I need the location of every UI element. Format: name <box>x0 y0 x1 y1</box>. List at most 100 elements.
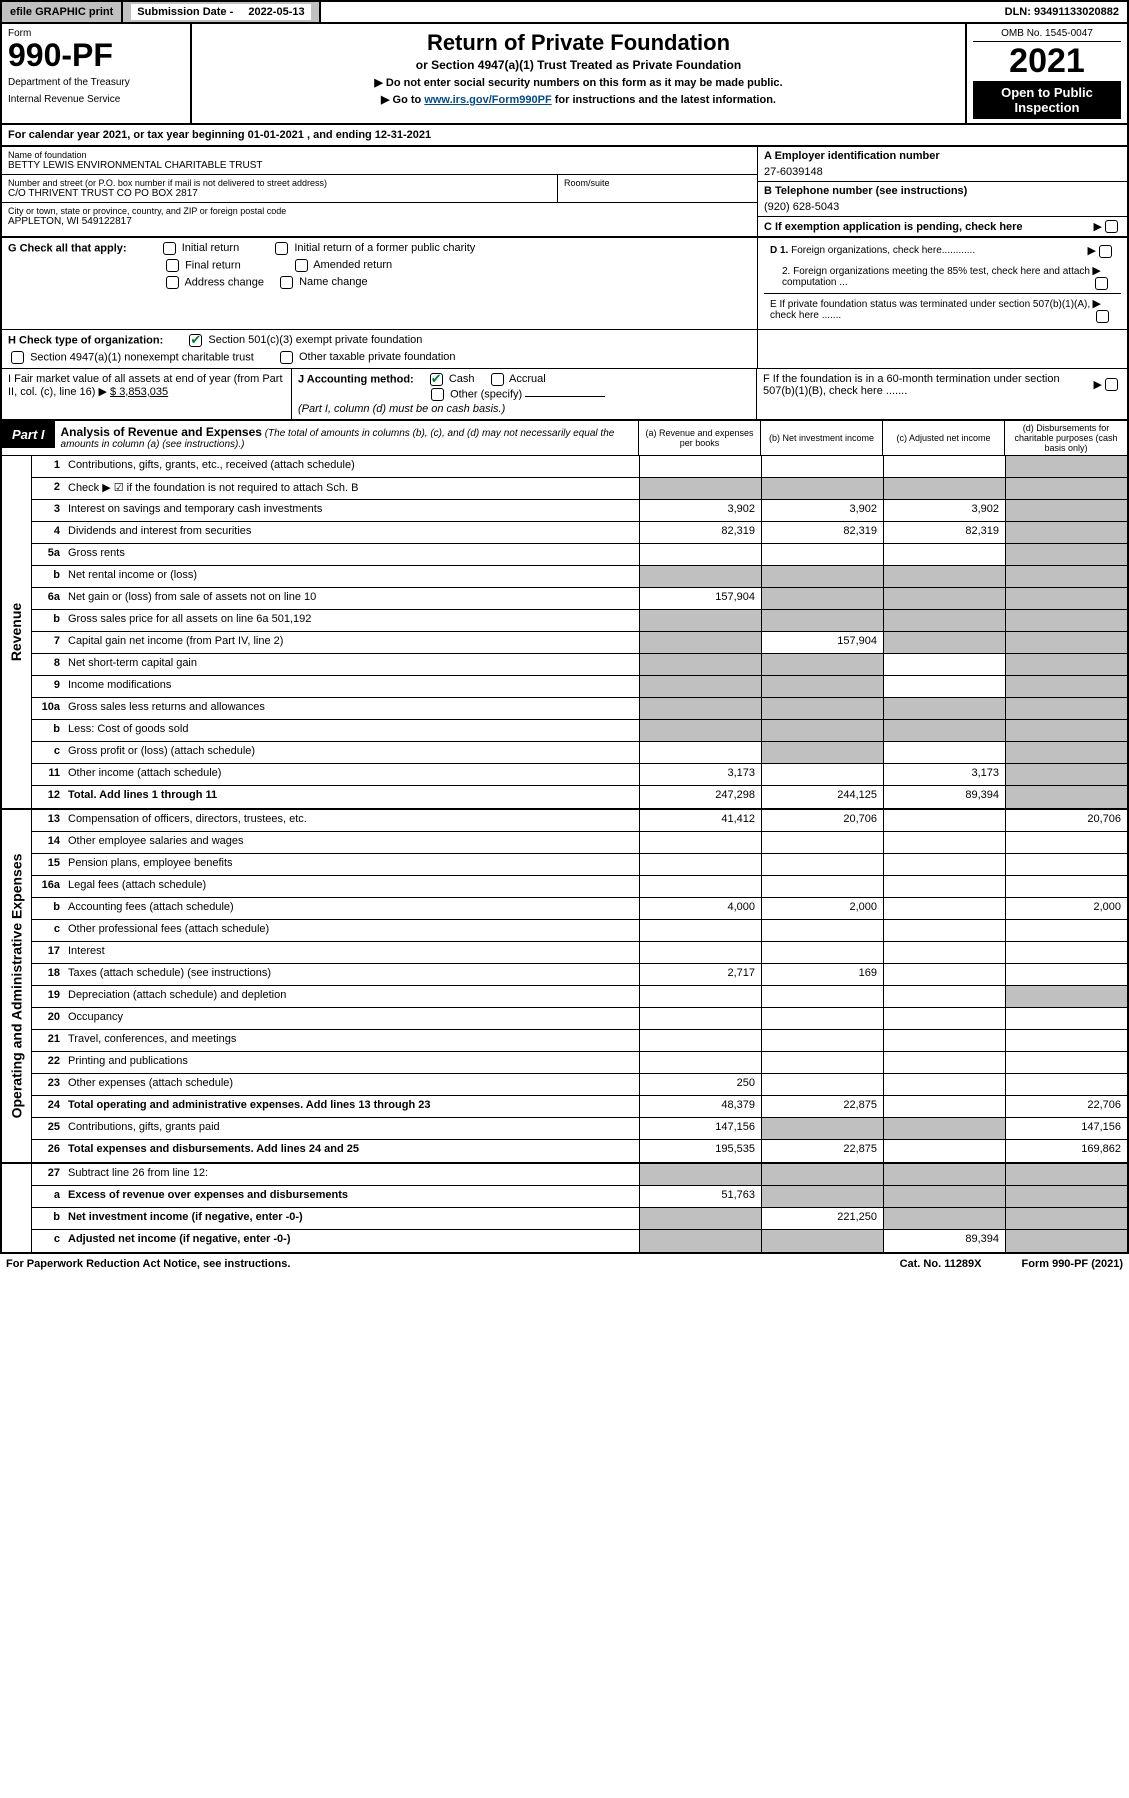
cell-b <box>761 742 883 763</box>
row-num: 6a <box>32 588 64 609</box>
g-block: G Check all that apply: Initial return I… <box>0 238 1129 330</box>
cell-a <box>639 632 761 653</box>
row-num: 10a <box>32 698 64 719</box>
row-num: 13 <box>32 810 64 831</box>
d2-label: 2. Foreign organizations meeting the 85%… <box>770 266 1092 288</box>
cell-a <box>639 920 761 941</box>
cell-b: 3,902 <box>761 500 883 521</box>
address-cell: Number and street (or P.O. box number if… <box>2 175 757 203</box>
h-block: H Check type of organization: Section 50… <box>0 330 1129 369</box>
cell-d <box>1005 942 1127 963</box>
cell-d <box>1005 544 1127 565</box>
cell-d <box>1005 1052 1127 1073</box>
cell-c <box>883 742 1005 763</box>
cell-c <box>883 920 1005 941</box>
row-num: 5a <box>32 544 64 565</box>
cell-a <box>639 854 761 875</box>
j-other-checkbox[interactable] <box>431 388 444 401</box>
row-desc: Accounting fees (attach schedule) <box>64 898 639 919</box>
cell-d <box>1005 610 1127 631</box>
cell-b: 157,904 <box>761 632 883 653</box>
cell-d <box>1005 654 1127 675</box>
f-checkbox[interactable] <box>1105 378 1118 391</box>
g-name-checkbox[interactable] <box>280 276 293 289</box>
cell-d <box>1005 588 1127 609</box>
table-row: b Net rental income or (loss) <box>32 566 1127 588</box>
efile-label[interactable]: efile GRAPHIC print <box>2 2 123 22</box>
open-to-public: Open to Public Inspection <box>973 81 1121 119</box>
row-num: 25 <box>32 1118 64 1139</box>
phone-label: B Telephone number (see instructions) <box>764 185 1121 197</box>
col-c-header: (c) Adjusted net income <box>883 421 1005 455</box>
d1-checkbox[interactable] <box>1099 245 1112 258</box>
arrow-icon: ▶ <box>1093 298 1101 310</box>
cell-d <box>1005 698 1127 719</box>
h-501c3-checkbox[interactable] <box>189 334 202 347</box>
row-desc: Occupancy <box>64 1008 639 1029</box>
i-section: I Fair market value of all assets at end… <box>2 369 292 419</box>
dept-irs: Internal Revenue Service <box>8 94 184 105</box>
cell-a: 48,379 <box>639 1096 761 1117</box>
irs-link[interactable]: www.irs.gov/Form990PF <box>424 94 551 106</box>
g-initial-checkbox[interactable] <box>163 242 176 255</box>
row-num: b <box>32 1208 64 1229</box>
cell-d <box>1005 920 1127 941</box>
e-checkbox[interactable] <box>1096 310 1109 323</box>
cell-b: 22,875 <box>761 1096 883 1117</box>
row-desc: Subtract line 26 from line 12: <box>64 1164 639 1185</box>
cell-d <box>1005 1008 1127 1029</box>
row-desc: Capital gain net income (from Part IV, l… <box>64 632 639 653</box>
d2-checkbox[interactable] <box>1095 277 1108 290</box>
row-desc: Travel, conferences, and meetings <box>64 1030 639 1051</box>
table-row: 23 Other expenses (attach schedule) 250 <box>32 1074 1127 1096</box>
cell-a: 157,904 <box>639 588 761 609</box>
g-address-checkbox[interactable] <box>166 276 179 289</box>
c-checkbox[interactable] <box>1105 220 1118 233</box>
h-4947-checkbox[interactable] <box>11 351 24 364</box>
arrow-icon: ▶ <box>98 386 106 398</box>
ij-block: I Fair market value of all assets at end… <box>0 369 1129 421</box>
row-num: 12 <box>32 786 64 808</box>
cell-d <box>1005 522 1127 543</box>
j-cash-checkbox[interactable] <box>430 373 443 386</box>
table-row: 22 Printing and publications <box>32 1052 1127 1074</box>
cell-d <box>1005 1164 1127 1185</box>
cell-a <box>639 610 761 631</box>
cell-a: 3,173 <box>639 764 761 785</box>
h-other-checkbox[interactable] <box>280 351 293 364</box>
cell-b: 221,250 <box>761 1208 883 1229</box>
table-row: c Gross profit or (loss) (attach schedul… <box>32 742 1127 764</box>
form-number: 990-PF <box>8 39 184 71</box>
ein-value: 27-6039148 <box>764 166 1121 178</box>
cell-a <box>639 544 761 565</box>
table-row: 3 Interest on savings and temporary cash… <box>32 500 1127 522</box>
table-row: 21 Travel, conferences, and meetings <box>32 1030 1127 1052</box>
j-note: (Part I, column (d) must be on cash basi… <box>298 403 750 415</box>
cell-b <box>761 920 883 941</box>
footer-form: Form 990-PF (2021) <box>1022 1258 1123 1270</box>
cell-d <box>1005 1208 1127 1229</box>
info-block: Name of foundation BETTY LEWIS ENVIRONME… <box>0 147 1129 238</box>
cell-a <box>639 1030 761 1051</box>
e-label: E If private foundation status was termi… <box>770 299 1093 321</box>
row-desc: Other income (attach schedule) <box>64 764 639 785</box>
col-b-header: (b) Net investment income <box>761 421 883 455</box>
j-accrual-checkbox[interactable] <box>491 373 504 386</box>
cell-b <box>761 986 883 1007</box>
e-empty <box>757 330 1127 368</box>
g-amended-checkbox[interactable] <box>295 259 308 272</box>
g-initial-former-checkbox[interactable] <box>275 242 288 255</box>
cell-c: 3,173 <box>883 764 1005 785</box>
cell-b <box>761 1230 883 1252</box>
row-desc: Pension plans, employee benefits <box>64 854 639 875</box>
address: C/O THRIVENT TRUST CO PO BOX 2817 <box>8 188 551 199</box>
g-final-checkbox[interactable] <box>166 259 179 272</box>
row-num: 1 <box>32 456 64 477</box>
form-header: Form 990-PF Department of the Treasury I… <box>0 24 1129 125</box>
table-row: 24 Total operating and administrative ex… <box>32 1096 1127 1118</box>
cell-b <box>761 698 883 719</box>
cell-d <box>1005 964 1127 985</box>
row-desc: Other employee salaries and wages <box>64 832 639 853</box>
cell-d: 147,156 <box>1005 1118 1127 1139</box>
exemption-cell: C If exemption application is pending, c… <box>758 217 1127 236</box>
